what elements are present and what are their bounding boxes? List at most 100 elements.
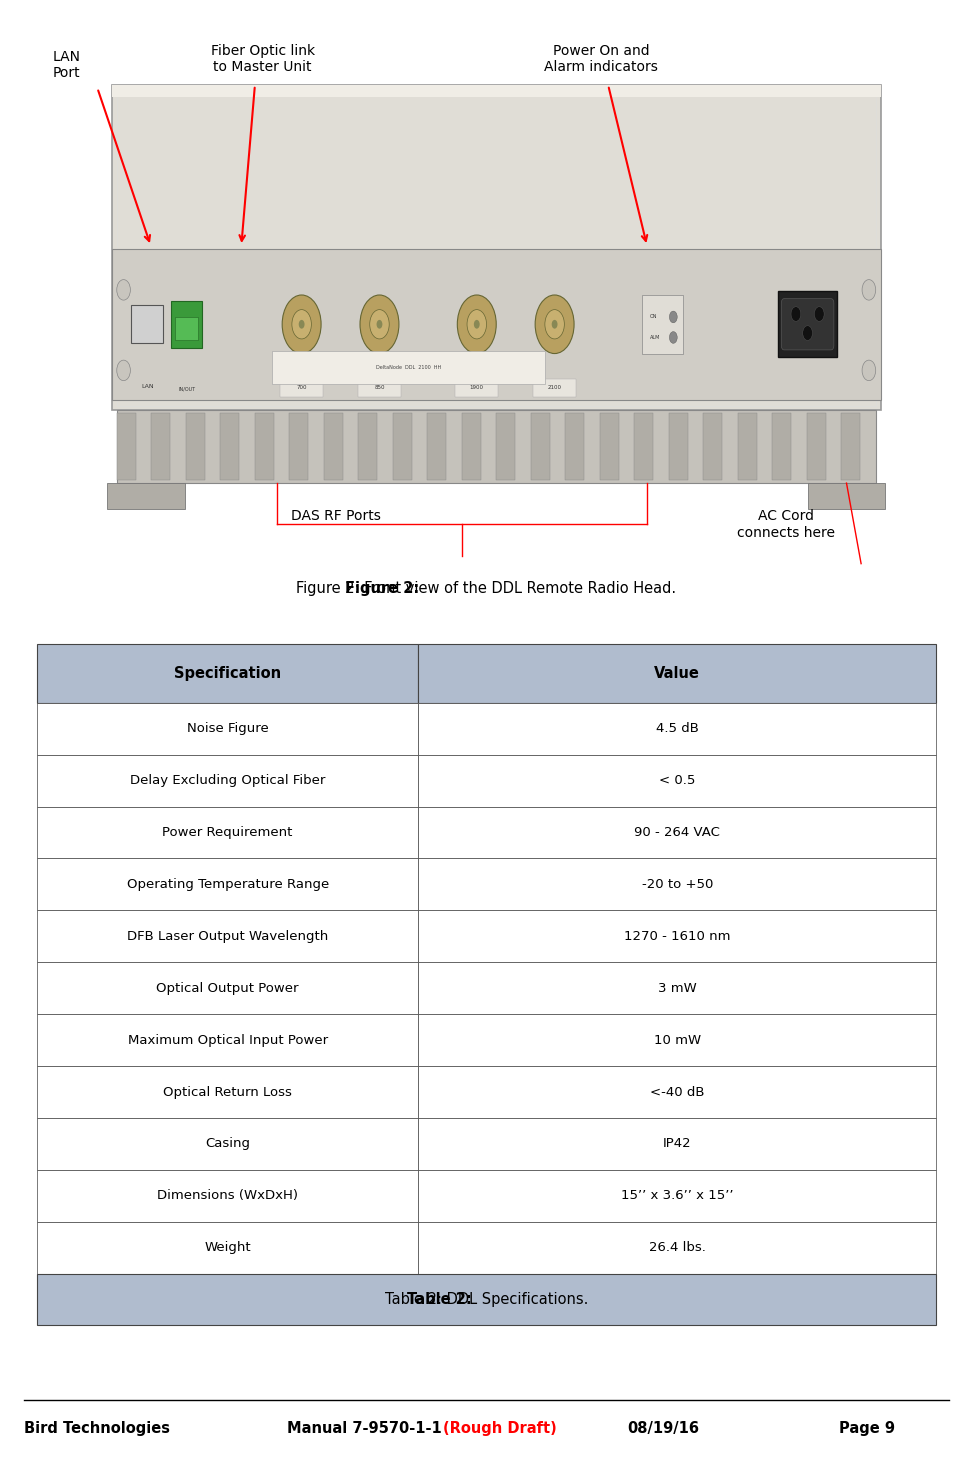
Circle shape <box>282 296 321 354</box>
Text: Fiber Optic link
to Master Unit: Fiber Optic link to Master Unit <box>210 44 315 75</box>
Text: Value: Value <box>654 666 701 681</box>
Bar <box>122 410 156 442</box>
Text: 90 - 264 VAC: 90 - 264 VAC <box>634 826 720 839</box>
Circle shape <box>545 310 564 340</box>
Bar <box>37 644 418 703</box>
Text: Table 2: DDL Specifications.: Table 2: DDL Specifications. <box>384 1291 589 1307</box>
Circle shape <box>292 310 311 340</box>
Bar <box>418 962 936 1015</box>
Text: Figure 2: Front view of the DDL Remote Radio Head.: Figure 2: Front view of the DDL Remote R… <box>297 581 676 596</box>
Text: Delay Excluding Optical Fiber: Delay Excluding Optical Fiber <box>130 774 325 788</box>
Bar <box>37 754 418 807</box>
Bar <box>418 1015 936 1066</box>
Bar <box>37 1170 418 1222</box>
Circle shape <box>457 296 496 354</box>
Text: Noise Figure: Noise Figure <box>187 722 269 735</box>
Bar <box>738 413 757 480</box>
Circle shape <box>299 321 305 329</box>
Bar <box>112 249 881 400</box>
Circle shape <box>474 321 480 329</box>
Text: 1900: 1900 <box>470 385 484 391</box>
Text: 1270 - 1610 nm: 1270 - 1610 nm <box>624 930 731 943</box>
Circle shape <box>535 296 574 354</box>
Text: AC Cord
connects here: AC Cord connects here <box>738 509 835 540</box>
Bar <box>117 410 876 483</box>
Text: Maximum Optical Input Power: Maximum Optical Input Power <box>127 1034 328 1047</box>
Text: (Rough Draft): (Rough Draft) <box>443 1422 557 1436</box>
Text: 08/19/16: 08/19/16 <box>628 1422 700 1436</box>
Bar <box>107 483 185 509</box>
Text: IP42: IP42 <box>663 1138 692 1151</box>
Text: -20 to +50: -20 to +50 <box>641 878 713 892</box>
Bar <box>418 1118 936 1170</box>
Circle shape <box>117 360 130 381</box>
Circle shape <box>370 310 389 340</box>
Circle shape <box>803 326 812 341</box>
Circle shape <box>862 360 876 381</box>
Circle shape <box>552 321 558 329</box>
Text: LAN: LAN <box>141 384 154 389</box>
Text: ON: ON <box>650 315 658 319</box>
Bar <box>418 858 936 911</box>
Text: Optical Output Power: Optical Output Power <box>157 982 299 994</box>
Circle shape <box>862 280 876 300</box>
Bar <box>496 413 516 480</box>
Bar <box>533 379 576 397</box>
Text: 2100: 2100 <box>548 385 561 391</box>
Bar <box>462 413 481 480</box>
Bar <box>112 85 881 97</box>
Text: Dimensions (WxDxH): Dimensions (WxDxH) <box>158 1189 298 1202</box>
Text: Specification: Specification <box>174 666 281 681</box>
Bar <box>427 413 447 480</box>
Text: Operating Temperature Range: Operating Temperature Range <box>126 878 329 892</box>
Bar <box>358 379 401 397</box>
Bar <box>37 1274 936 1325</box>
Bar <box>289 413 308 480</box>
Circle shape <box>467 310 486 340</box>
Bar <box>272 351 545 384</box>
Bar <box>37 1066 418 1118</box>
Bar <box>418 703 936 754</box>
Bar <box>37 1222 418 1274</box>
Bar <box>668 413 688 480</box>
Bar <box>842 413 860 480</box>
Bar <box>530 413 550 480</box>
Bar <box>37 962 418 1015</box>
Bar <box>418 911 936 962</box>
Circle shape <box>117 280 130 300</box>
Bar <box>808 483 885 509</box>
Text: <-40 dB: <-40 dB <box>650 1085 704 1098</box>
Bar <box>418 1170 936 1222</box>
Bar <box>393 413 412 480</box>
Circle shape <box>791 307 801 321</box>
Bar <box>220 413 239 480</box>
Bar <box>171 302 202 348</box>
Text: Power Requirement: Power Requirement <box>162 826 293 839</box>
Bar <box>778 291 837 357</box>
Text: Manual 7-9570-1-1: Manual 7-9570-1-1 <box>287 1422 442 1436</box>
Bar <box>565 413 584 480</box>
Bar <box>703 413 722 480</box>
Bar <box>280 379 323 397</box>
Text: 26.4 lbs.: 26.4 lbs. <box>649 1241 705 1255</box>
Bar <box>117 413 136 480</box>
Text: 3 mW: 3 mW <box>658 982 697 994</box>
Bar <box>37 911 418 962</box>
Bar <box>175 318 198 341</box>
Text: IN/OUT: IN/OUT <box>178 386 196 392</box>
Text: < 0.5: < 0.5 <box>659 774 696 788</box>
Text: DAS RF Ports: DAS RF Ports <box>291 509 380 524</box>
Circle shape <box>669 332 677 344</box>
Bar <box>418 1222 936 1274</box>
Text: DFB Laser Output Wavelength: DFB Laser Output Wavelength <box>127 930 328 943</box>
Bar <box>773 413 791 480</box>
Text: ALM: ALM <box>650 335 661 340</box>
Bar <box>37 858 418 911</box>
Text: Bird Technologies: Bird Technologies <box>24 1422 170 1436</box>
Bar <box>37 807 418 858</box>
Text: Figure 2:: Figure 2: <box>345 581 419 596</box>
Circle shape <box>377 321 382 329</box>
Bar <box>599 413 619 480</box>
Text: 10 mW: 10 mW <box>654 1034 701 1047</box>
Bar <box>112 85 881 410</box>
